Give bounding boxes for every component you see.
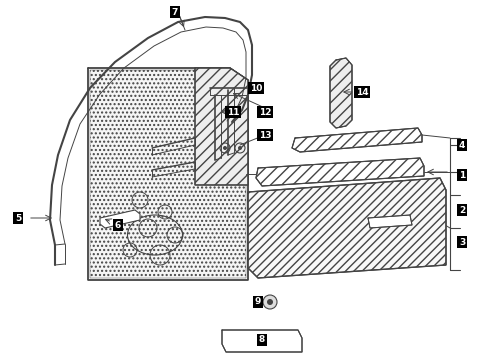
Text: 7: 7 xyxy=(172,8,178,17)
Text: 5: 5 xyxy=(15,213,21,222)
Circle shape xyxy=(267,299,273,305)
Circle shape xyxy=(238,146,242,150)
Text: 2: 2 xyxy=(459,206,465,215)
Polygon shape xyxy=(256,158,424,186)
Polygon shape xyxy=(100,210,140,228)
Text: 13: 13 xyxy=(259,131,271,140)
Polygon shape xyxy=(248,178,446,278)
Text: 6: 6 xyxy=(115,220,121,230)
Text: 12: 12 xyxy=(259,108,271,117)
Text: 8: 8 xyxy=(259,336,265,345)
Text: 10: 10 xyxy=(250,84,262,93)
Text: 1: 1 xyxy=(459,171,465,180)
Polygon shape xyxy=(88,68,248,280)
Polygon shape xyxy=(330,58,352,128)
Polygon shape xyxy=(195,68,248,185)
Text: 4: 4 xyxy=(459,140,465,149)
Polygon shape xyxy=(292,128,422,152)
Polygon shape xyxy=(222,330,302,352)
Circle shape xyxy=(223,146,227,150)
Text: 14: 14 xyxy=(356,87,368,96)
Text: 3: 3 xyxy=(459,238,465,247)
Polygon shape xyxy=(368,215,412,228)
Text: 9: 9 xyxy=(255,297,261,306)
Text: 11: 11 xyxy=(227,108,239,117)
Circle shape xyxy=(263,295,277,309)
